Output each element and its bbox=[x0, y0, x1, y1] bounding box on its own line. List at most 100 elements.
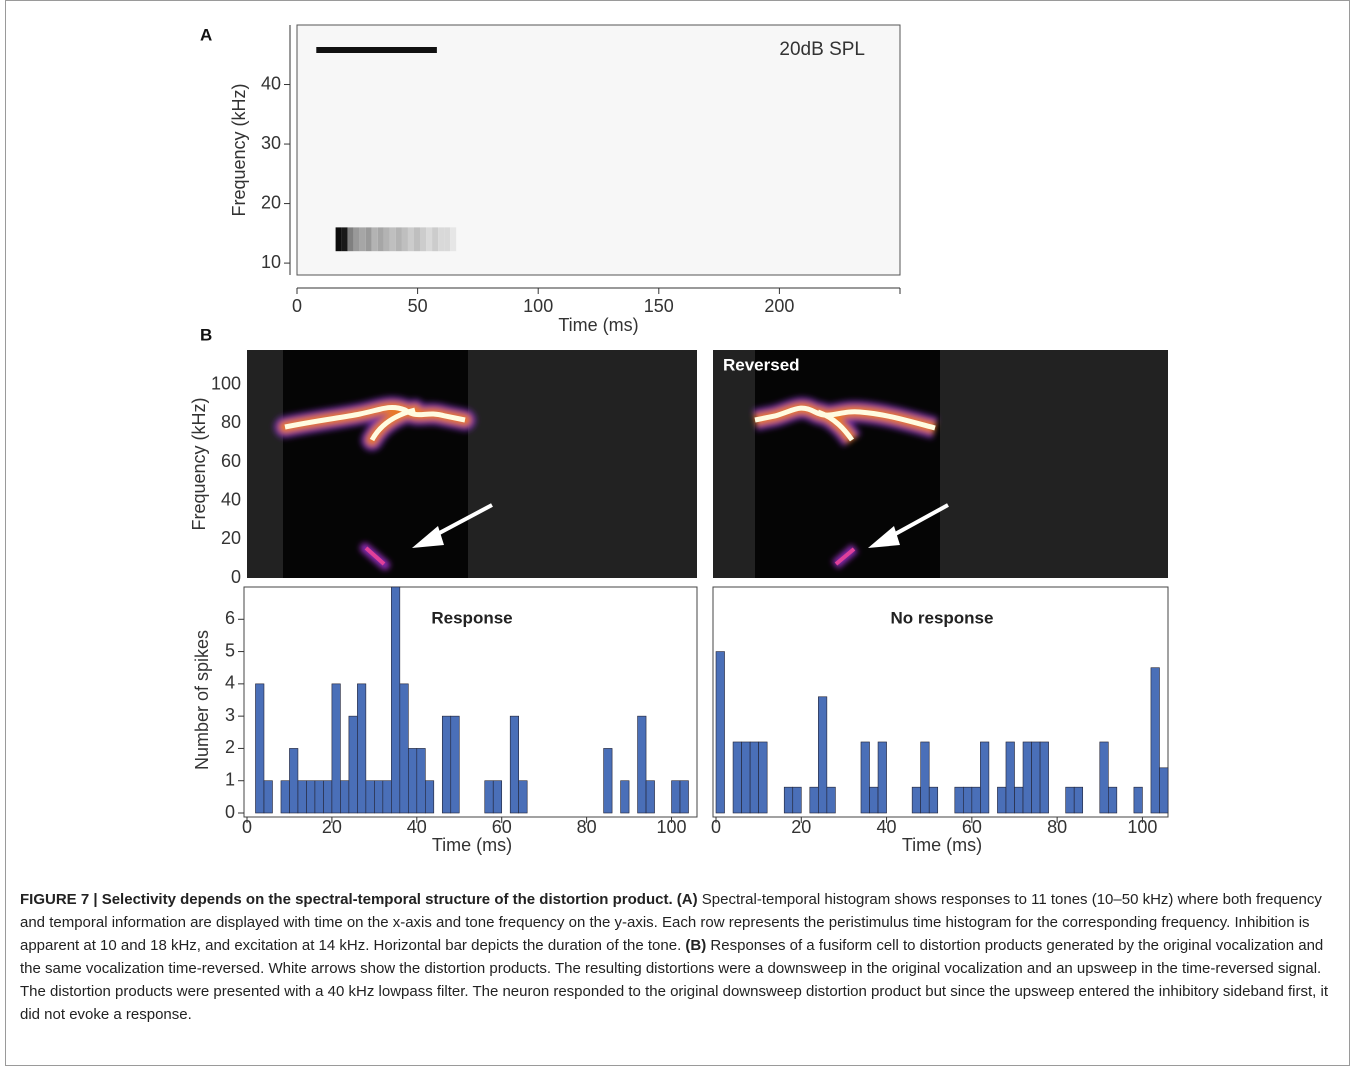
heatmap-cell bbox=[444, 227, 451, 252]
x-tick-label: 0 bbox=[292, 296, 302, 316]
plot-area bbox=[243, 586, 698, 818]
bar bbox=[758, 741, 768, 814]
caption-label: (B) bbox=[685, 937, 707, 954]
bar bbox=[441, 715, 452, 814]
heatmap-cell bbox=[371, 227, 378, 252]
caption-title: FIGURE 7 | Selectivity depends on the sp… bbox=[20, 891, 673, 908]
heatmap-cell bbox=[401, 227, 408, 252]
bar bbox=[809, 786, 819, 814]
bar bbox=[877, 741, 887, 814]
x-tick-label: 150 bbox=[644, 296, 674, 316]
y-tick-label: 80 bbox=[221, 412, 241, 432]
bar bbox=[1099, 741, 1109, 814]
figure-frame bbox=[5, 0, 1350, 1066]
x-tick-label: 0 bbox=[242, 817, 252, 837]
heatmap-cell bbox=[432, 227, 439, 252]
panel-title: Response bbox=[431, 608, 512, 627]
y-tick-label: 2 bbox=[225, 737, 235, 757]
bar bbox=[732, 741, 742, 814]
bar bbox=[297, 780, 307, 814]
x-axis-label: Time (ms) bbox=[558, 315, 638, 335]
bar bbox=[1133, 786, 1143, 814]
x-axis-label: Time (ms) bbox=[432, 835, 512, 855]
bar bbox=[980, 741, 990, 814]
bar bbox=[645, 780, 655, 814]
bar bbox=[997, 786, 1007, 814]
x-tick-label: 60 bbox=[492, 817, 512, 837]
bar bbox=[391, 586, 401, 814]
heatmap-cell bbox=[395, 227, 402, 252]
bar bbox=[671, 780, 681, 814]
bar bbox=[603, 748, 613, 814]
y-tick-label: 6 bbox=[225, 608, 235, 628]
bar bbox=[425, 780, 435, 814]
panel-title: No response bbox=[891, 608, 994, 627]
y-tick-label: 4 bbox=[225, 673, 235, 693]
bar bbox=[348, 715, 358, 814]
y-tick-label: 1 bbox=[225, 769, 235, 789]
bar bbox=[954, 786, 964, 814]
bar bbox=[518, 780, 528, 814]
bar bbox=[1108, 786, 1118, 814]
caption-label: (A) bbox=[676, 891, 698, 908]
bar bbox=[314, 780, 324, 814]
x-tick-label: 50 bbox=[408, 296, 428, 316]
heatmap-cell bbox=[389, 227, 396, 252]
bar bbox=[1039, 741, 1049, 814]
bar bbox=[749, 741, 759, 814]
heatmap-cell bbox=[359, 227, 366, 252]
y-tick-label: 0 bbox=[231, 567, 241, 587]
x-tick-label: 60 bbox=[962, 817, 982, 837]
x-tick-label: 80 bbox=[577, 817, 597, 837]
bar bbox=[484, 780, 494, 814]
bar bbox=[679, 780, 689, 814]
x-tick-label: 100 bbox=[523, 296, 553, 316]
bar bbox=[374, 780, 384, 814]
bar bbox=[826, 786, 836, 814]
bar bbox=[637, 715, 647, 814]
x-tick-label: 100 bbox=[1127, 817, 1157, 837]
heatmap-cell bbox=[426, 227, 433, 252]
x-tick-label: 200 bbox=[764, 296, 794, 316]
heatmap-cell bbox=[413, 227, 421, 252]
bar bbox=[357, 683, 367, 814]
bar bbox=[408, 748, 418, 814]
y-axis-label: Number of spikes bbox=[192, 630, 212, 770]
bar bbox=[792, 786, 802, 814]
bar bbox=[450, 715, 460, 814]
y-tick-label: 40 bbox=[261, 73, 281, 93]
bar bbox=[280, 780, 290, 814]
bar bbox=[869, 786, 879, 814]
heatmap-cell bbox=[347, 227, 354, 252]
heatmap-cell bbox=[407, 227, 414, 252]
x-tick-label: 0 bbox=[711, 817, 721, 837]
plot-area bbox=[712, 586, 1169, 818]
bar bbox=[255, 683, 265, 814]
bar bbox=[263, 780, 273, 814]
panel-title: Reversed bbox=[723, 355, 800, 374]
bar bbox=[715, 651, 725, 814]
heatmap-cell bbox=[438, 227, 445, 252]
bar bbox=[1150, 667, 1160, 814]
y-tick-label: 100 bbox=[211, 374, 241, 394]
y-tick-label: 40 bbox=[221, 489, 241, 509]
heatmap-cell bbox=[365, 227, 372, 252]
bar bbox=[416, 748, 426, 814]
caption-text: Responses of a fusiform cell to distorti… bbox=[20, 937, 1328, 1023]
y-tick-label: 30 bbox=[261, 133, 281, 153]
heatmap-cell bbox=[353, 227, 360, 252]
heatmap-cell bbox=[420, 227, 427, 252]
y-axis-label: Frequency (kHz) bbox=[229, 83, 249, 216]
heatmap-cell bbox=[377, 227, 384, 252]
bar bbox=[783, 786, 794, 814]
x-axis-label: Time (ms) bbox=[902, 835, 982, 855]
bar bbox=[1065, 786, 1075, 814]
bar bbox=[492, 780, 503, 814]
bar bbox=[1022, 741, 1032, 814]
panel-label: B bbox=[200, 325, 212, 344]
y-tick-label: 5 bbox=[225, 640, 235, 660]
bar bbox=[860, 741, 870, 814]
bar bbox=[1014, 786, 1024, 814]
bar bbox=[1159, 767, 1169, 814]
x-tick-label: 20 bbox=[322, 817, 342, 837]
